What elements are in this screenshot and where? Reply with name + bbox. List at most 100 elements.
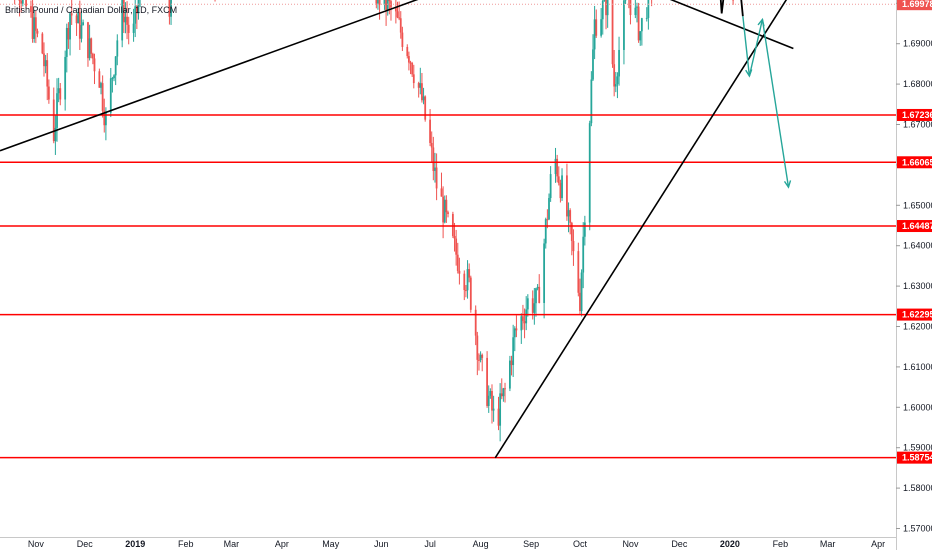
candle-body	[531, 298, 534, 313]
candle-body	[593, 19, 596, 50]
candle-body	[422, 96, 425, 101]
candle-body	[614, 84, 617, 87]
candle-body	[122, 0, 125, 23]
candle-body	[126, 16, 128, 25]
candle-body	[434, 167, 436, 171]
y-tick-label: 1.60000	[903, 402, 932, 412]
candle-body	[388, 0, 391, 2]
current-price-label: 1.69978	[902, 0, 932, 9]
candle-body	[497, 408, 500, 426]
candle-body	[21, 0, 24, 4]
candle-body	[69, 13, 71, 40]
price-axis[interactable]: 1.57000 1.58000 1.59000 1.60000 1.61000 1.620…	[896, 0, 932, 550]
y-tick-label: 1.62000	[903, 322, 932, 332]
candle-body	[544, 219, 547, 244]
x-tick-label: Apr	[275, 539, 289, 549]
candle-body	[47, 86, 50, 100]
candle-body	[394, 7, 397, 12]
level-label: 1.62295	[902, 310, 932, 320]
candle-body	[637, 6, 640, 41]
candle-body	[634, 7, 637, 16]
candle-body	[515, 328, 518, 331]
candle-body	[399, 18, 402, 33]
projection-segment	[742, 16, 751, 77]
candle-body	[33, 17, 36, 39]
candle-body	[78, 12, 81, 39]
candle-body	[486, 357, 488, 406]
candle-body	[121, 0, 124, 41]
candle-body	[478, 359, 480, 361]
candle-body	[639, 31, 642, 41]
time-axis[interactable]: Nov Dec 2019 Feb Mar Apr May Jun Jul Aug Sep Oct Nov…	[0, 537, 896, 550]
candle-body	[453, 236, 456, 239]
candle-body	[554, 158, 557, 175]
x-tick-label: Mar	[820, 539, 836, 549]
candle-body	[549, 174, 552, 199]
candle-body	[572, 240, 575, 252]
candle-body	[502, 388, 505, 397]
pattern-zigzag	[719, 0, 744, 17]
x-tick-label: Jun	[374, 539, 389, 549]
candle-body	[54, 127, 57, 142]
candle-body	[559, 183, 562, 199]
x-tick-label: Mar	[224, 539, 240, 549]
candle-body	[443, 199, 446, 223]
projection-segment	[761, 19, 790, 188]
candle-body	[65, 27, 68, 57]
candle-body	[567, 210, 570, 217]
x-tick-label: Nov	[622, 539, 639, 549]
trend-line	[669, 0, 794, 50]
x-tick-label: Feb	[773, 539, 789, 549]
y-tick-label: 1.69000	[903, 39, 932, 49]
pattern-drawing	[719, 0, 744, 17]
candle-body	[90, 38, 93, 54]
level-label-bg	[897, 220, 932, 233]
candle-body	[435, 167, 438, 189]
candle-body	[103, 110, 106, 126]
candle-body	[98, 71, 101, 88]
candle-body	[538, 286, 541, 303]
candle-body	[569, 210, 572, 223]
current-price-label-bg	[897, 0, 932, 11]
candle-body	[127, 24, 130, 33]
candle-body	[93, 58, 96, 72]
chart-title: British Pound / Canadian Dollar, 1D, FXC…	[5, 5, 178, 15]
candle-body	[56, 93, 58, 128]
candle-body	[548, 198, 550, 220]
candle-body	[46, 60, 49, 87]
x-tick-label: Sep	[523, 539, 539, 549]
candle-body	[137, 0, 140, 14]
candle-body	[111, 78, 114, 80]
trend-line	[494, 0, 788, 459]
candle-body	[18, 0, 21, 2]
candle-body	[417, 83, 420, 88]
candle-body	[512, 337, 515, 366]
candle-series	[14, 0, 734, 442]
candle-body	[601, 0, 604, 20]
candle-body	[429, 119, 431, 143]
candle-body	[543, 243, 546, 303]
candle-body	[476, 335, 479, 360]
candle-body	[401, 32, 404, 47]
candle-body	[440, 188, 443, 197]
candle-body	[424, 96, 427, 120]
candle-body	[491, 391, 493, 411]
candle-body	[412, 74, 415, 84]
level-label: 1.64487	[902, 221, 932, 231]
level-label: 1.66065	[902, 157, 932, 167]
candle-body	[375, 0, 378, 4]
candle-body	[75, 15, 78, 24]
candle-body	[20, 1, 23, 4]
x-tick-label: Dec	[671, 539, 688, 549]
level-label: 1.58754	[902, 453, 932, 463]
x-tick-label: Nov	[28, 539, 45, 549]
candle-body	[385, 0, 387, 11]
candle-body	[135, 6, 138, 14]
candle-body	[409, 62, 412, 64]
candle-body	[468, 269, 471, 278]
candle-body	[605, 0, 607, 16]
candle-body	[447, 212, 449, 214]
candle-body	[41, 33, 44, 54]
candle-body	[592, 49, 594, 80]
